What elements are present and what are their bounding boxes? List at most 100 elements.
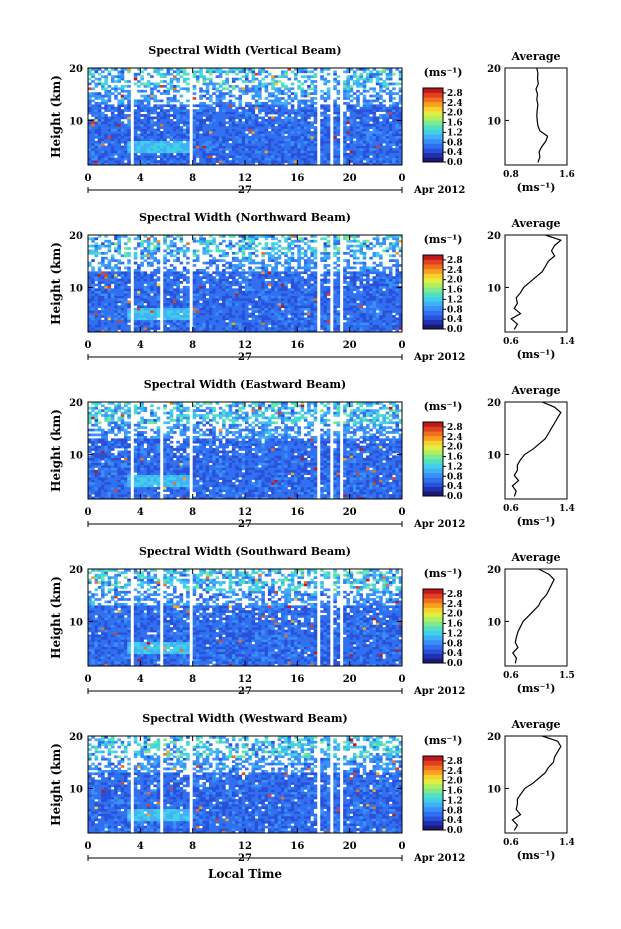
heatmap-cell [123, 305, 128, 309]
heatmap-cell [271, 271, 275, 275]
heatmap-cell [248, 254, 252, 258]
heatmap-cell [307, 111, 311, 115]
heatmap-cell [313, 140, 318, 144]
heatmap-cell [359, 155, 364, 159]
heatmap-cell [238, 298, 243, 301]
y-tick-label: 10 [69, 116, 83, 127]
heatmap-cell [280, 133, 285, 137]
heatmap-cell [382, 114, 386, 117]
heatmap-cell [179, 305, 184, 309]
heatmap-cell [343, 123, 347, 127]
heatmap-cell [369, 109, 373, 112]
heatmap-cell [307, 302, 311, 306]
heatmap-cell [120, 140, 125, 144]
heatmap-cell [228, 317, 233, 321]
heatmap-cell [114, 121, 118, 125]
heatmap-cell [91, 307, 95, 311]
heatmap-cell [264, 322, 269, 326]
heatmap-cell [146, 111, 151, 115]
heatmap-cell [182, 276, 187, 279]
heatmap-cell [215, 131, 220, 134]
heatmap-cell [159, 118, 164, 122]
heatmap-cell [179, 111, 184, 115]
heatmap-cell [179, 160, 184, 163]
heatmap-cell [166, 131, 171, 134]
heatmap-cell [97, 104, 102, 108]
heatmap-cell [146, 133, 151, 137]
heatmap-cell [143, 305, 148, 309]
heatmap-cell [156, 104, 161, 108]
heatmap-cell [271, 128, 275, 132]
heatmap-cell [150, 155, 154, 159]
heatmap-cell [245, 104, 249, 108]
heatmap-cell [150, 295, 154, 299]
heatmap-cell [212, 140, 216, 144]
heatmap-cell [274, 133, 279, 137]
heatmap-cell [346, 128, 350, 132]
x-tick-label: 0 [85, 173, 92, 184]
heatmap-cell [212, 278, 216, 282]
heatmap-cell [137, 89, 141, 93]
heatmap-cell [290, 82, 295, 86]
heatmap-cell [366, 75, 370, 78]
heatmap-cell [385, 162, 390, 166]
heatmap-cell [123, 324, 128, 328]
heatmap-cell [159, 104, 164, 108]
heatmap-cell [97, 329, 102, 333]
heatmap-cell [176, 111, 180, 115]
heatmap-cell [192, 317, 197, 321]
heatmap-cell [323, 155, 328, 159]
heatmap-cell [169, 244, 174, 248]
heatmap-cell [238, 68, 243, 71]
heatmap-cell [104, 75, 108, 78]
heatmap-cell [258, 288, 262, 292]
heatmap-cell [251, 315, 256, 318]
heatmap-cell [133, 283, 138, 287]
heatmap-cell [91, 300, 95, 304]
heatmap-cell [88, 77, 92, 81]
heatmap-cell [225, 145, 229, 149]
heatmap-cell [97, 276, 102, 279]
heatmap-cell [143, 160, 148, 163]
heatmap-cell [280, 145, 285, 149]
heatmap-cell [212, 298, 216, 301]
heatmap-cell [150, 271, 154, 275]
heatmap-cell [356, 109, 360, 112]
heatmap-cell [248, 295, 252, 299]
heatmap-cell [97, 106, 102, 110]
heatmap-cell [280, 70, 285, 74]
heatmap-cell [88, 261, 92, 265]
heatmap-cell [307, 106, 311, 110]
heatmap-cell [146, 138, 151, 142]
heatmap-cell [336, 121, 341, 125]
heatmap-cell [245, 101, 249, 105]
heatmap-cell [241, 293, 246, 296]
heatmap-cell [97, 131, 102, 134]
heatmap-cell [395, 111, 400, 115]
heatmap-cell [294, 72, 298, 76]
heatmap-cell [120, 312, 125, 316]
heatmap-cell [156, 244, 161, 248]
heatmap-cell [169, 295, 174, 299]
heatmap-cell [326, 131, 331, 134]
heatmap-cell [195, 109, 200, 112]
heatmap-cell [137, 111, 141, 115]
heatmap-cell [117, 293, 122, 296]
heatmap-cell [146, 276, 151, 279]
heatmap-cell [362, 121, 367, 125]
heatmap-cell [153, 94, 157, 98]
heatmap-cell [333, 109, 337, 112]
heatmap-cell [251, 324, 256, 328]
heatmap-cell [166, 155, 171, 159]
heatmap-cell [372, 140, 377, 144]
heatmap-cell [284, 135, 288, 139]
heatmap-cell [323, 138, 328, 142]
heatmap-cell [375, 92, 380, 95]
heatmap-cell [359, 150, 364, 154]
heatmap-cell [362, 77, 367, 81]
heatmap-cell [238, 123, 243, 127]
heatmap-cell [323, 157, 328, 161]
heatmap-cell [235, 157, 239, 161]
heatmap-cell [297, 157, 301, 161]
heatmap-cell [271, 116, 275, 120]
